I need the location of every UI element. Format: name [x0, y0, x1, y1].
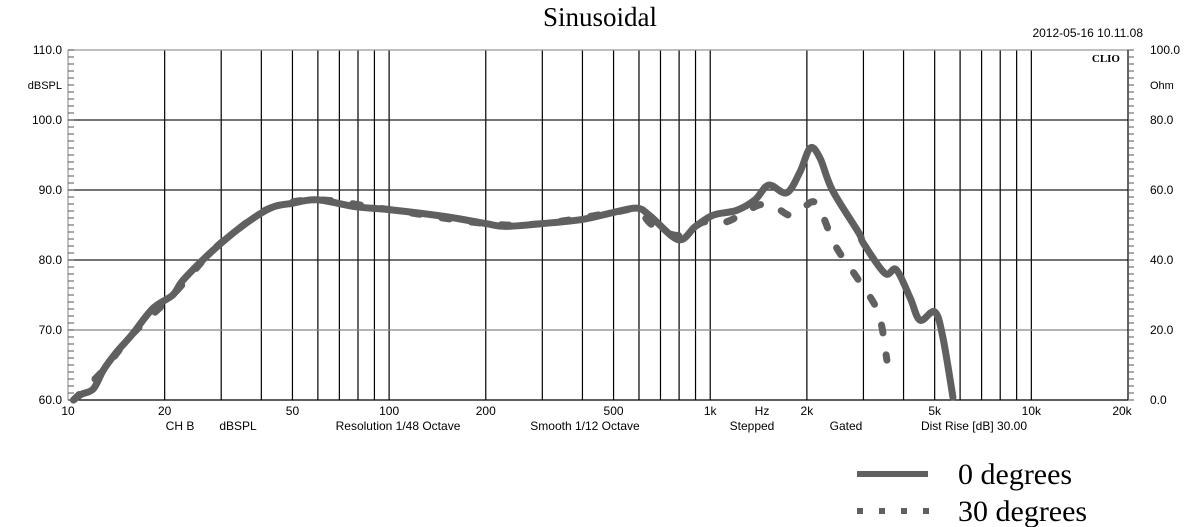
clio-brand: CLIO: [1092, 53, 1121, 65]
footer-item: Smooth 1/12 Octave: [530, 419, 640, 433]
footer-item: Stepped: [730, 419, 775, 433]
series-line-30-degrees: [70, 196, 891, 404]
x-axis-label: Hz: [755, 404, 770, 418]
legend-label-0-degrees: 0 degrees: [958, 458, 1072, 491]
y-tick-label: 90.0: [39, 183, 63, 197]
y-tick-label: 60.0: [39, 393, 63, 407]
grid: [67, 49, 1129, 401]
x-tick-label: 500: [604, 404, 624, 418]
x-tick-label: 2k: [801, 404, 815, 418]
x-tick-label: 10k: [1022, 404, 1042, 418]
chart-title: Sinusoidal: [543, 2, 657, 32]
footer-info: CH B dBSPL Resolution 1/48 Octave Smooth 1/…: [166, 419, 1028, 433]
y-right-tick-label: 0.0: [1150, 393, 1167, 407]
x-tick-label: 20: [158, 404, 172, 418]
x-tick-label: 50: [286, 404, 300, 418]
y-tick-label: 100.0: [32, 113, 62, 127]
y-right-axis-label: Ohm: [1150, 80, 1174, 92]
y-right-tick-label: 20.0: [1150, 323, 1174, 337]
timestamp: 2012-05-16 10.11.08: [1032, 26, 1143, 40]
legend-label-30-degrees: 30 degrees: [958, 495, 1087, 527]
x-tick-label: 10: [61, 404, 75, 418]
series-line-0-degrees: [70, 144, 957, 404]
y-axis-label: dBSPL: [28, 80, 62, 92]
y-right-tick-label: 80.0: [1150, 113, 1174, 127]
footer-item: dBSPL: [219, 419, 257, 433]
footer-item: Dist Rise [dB] 30.00: [921, 419, 1027, 433]
footer-item: Gated: [830, 419, 863, 433]
y-right-tick-label: 60.0: [1150, 183, 1174, 197]
y-right-tick-label: 40.0: [1150, 253, 1174, 267]
x-tick-label: 5k: [928, 404, 942, 418]
x-tick-label: 100: [379, 404, 399, 418]
y-right-tick-label: 100.0: [1150, 43, 1180, 57]
footer-item: CH B: [166, 419, 195, 433]
x-tick-label: 1k: [704, 404, 718, 418]
curves: [70, 144, 957, 404]
x-tick-label: 20k: [1112, 404, 1132, 418]
footer-item: Resolution 1/48 Octave: [336, 419, 461, 433]
y-tick-label: 70.0: [39, 323, 63, 337]
y-tick-label: 80.0: [39, 253, 63, 267]
y-tick-label: 110.0: [33, 43, 62, 57]
legend: 0 degrees 30 degrees: [857, 458, 1087, 527]
x-tick-label: 200: [476, 404, 496, 418]
